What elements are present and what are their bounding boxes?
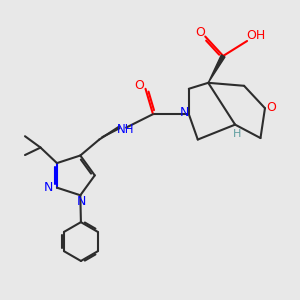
Text: N: N xyxy=(180,106,189,119)
Text: O: O xyxy=(267,101,277,114)
Text: H: H xyxy=(232,129,241,139)
Text: OH: OH xyxy=(246,29,266,42)
Polygon shape xyxy=(208,55,225,83)
Text: O: O xyxy=(135,79,145,92)
Text: N: N xyxy=(77,195,86,208)
Text: O: O xyxy=(195,26,205,39)
Text: NH: NH xyxy=(117,124,134,136)
Text: N: N xyxy=(44,181,53,194)
